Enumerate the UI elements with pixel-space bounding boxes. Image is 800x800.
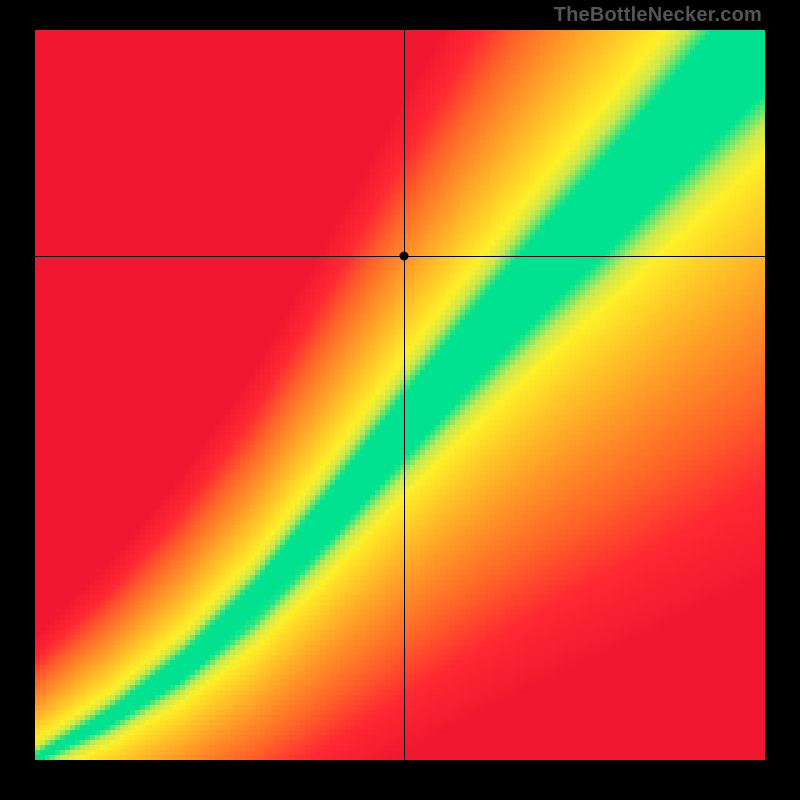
crosshair-marker bbox=[399, 252, 408, 261]
bottleneck-heatmap bbox=[35, 30, 765, 760]
heatmap-canvas bbox=[35, 30, 765, 760]
watermark-text: TheBottleNecker.com bbox=[554, 4, 762, 27]
crosshair-vertical bbox=[404, 30, 405, 760]
